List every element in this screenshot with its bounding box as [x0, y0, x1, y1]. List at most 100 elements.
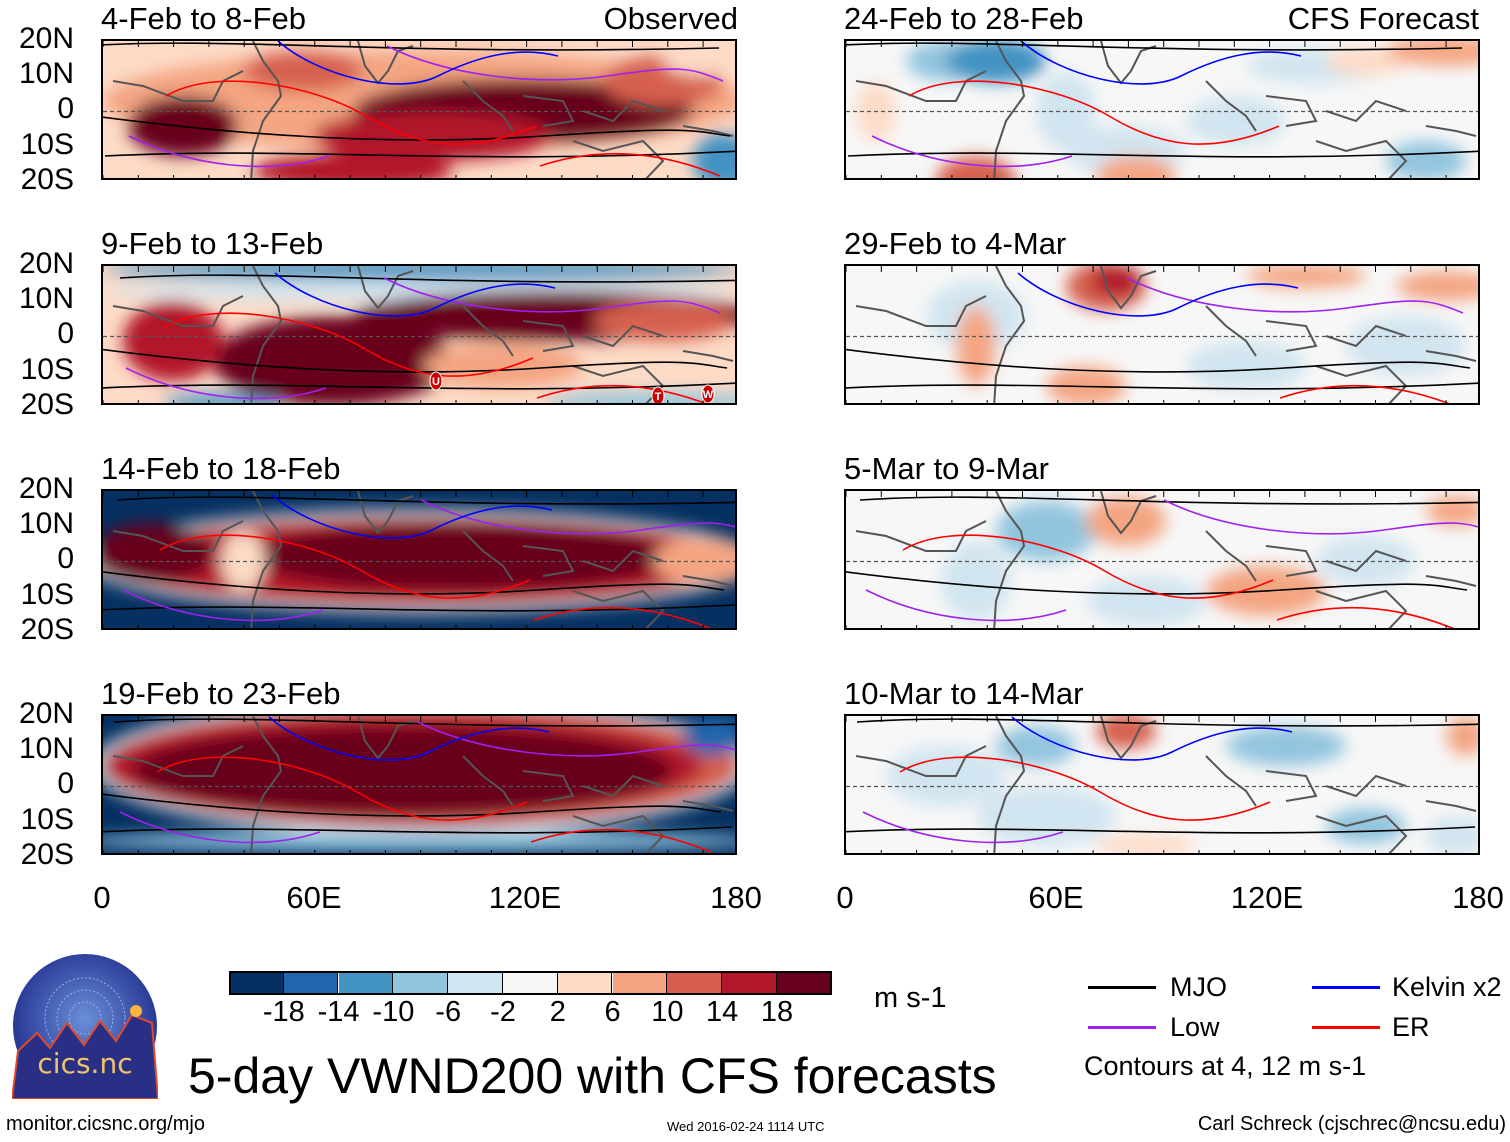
left-lat-tick-10s: 10S: [20, 352, 74, 386]
legend-er-label: ER: [1392, 1012, 1430, 1042]
left-lat-tick-20n: 20N: [18, 22, 74, 55]
wind-anomaly-shading: [423, 344, 583, 388]
contour-line: [271, 494, 553, 539]
wind-anomaly-shading: [133, 726, 673, 816]
wind-anomaly-shading: [213, 316, 453, 403]
contour-line: [274, 272, 556, 317]
cics-logo: cics.nc: [10, 953, 160, 1100]
contour-line: [1017, 272, 1299, 317]
wind-anomaly-shading: [946, 41, 1046, 83]
contour-line: [113, 718, 735, 727]
wind-anomaly-shading: [996, 726, 1076, 766]
left-lat-tick-20n: 20N: [18, 697, 74, 730]
contour-line: [156, 756, 528, 821]
contour-note: Contours at 4, 12 m s-1: [1084, 1051, 1367, 1081]
lon-tick-left-0: 0: [93, 880, 111, 915]
left-lat-tick-20s: 20S: [20, 837, 74, 871]
svg-text:T: T: [655, 391, 662, 403]
wind-anomaly-shading: [1326, 808, 1406, 844]
left-lat-tick-0: 0: [57, 767, 74, 801]
legend-mjo-line: [1088, 986, 1156, 989]
left-map-panel-2: [101, 489, 737, 630]
left-lat-tick-10s: 10S: [20, 127, 74, 161]
cyclone-marker-w: W: [701, 384, 715, 403]
footer-url[interactable]: monitor.cicsnc.org/mjo: [6, 1113, 205, 1135]
left-map-panel-1: U T W: [101, 264, 737, 405]
legend-er-line: [1312, 1026, 1380, 1029]
contour-line: [846, 382, 1478, 390]
lon-tick-left-120e: 120E: [488, 880, 562, 915]
wind-anomaly-shading: [1096, 834, 1196, 853]
logo-text: cics.nc: [37, 1047, 132, 1080]
contour-line: [1163, 499, 1478, 535]
svg-text:U: U: [432, 376, 440, 388]
colorbar-swatch: [448, 972, 503, 994]
right-map-panel-2: [844, 489, 1480, 630]
left-lat-tick-10n: 10N: [18, 57, 74, 91]
colorbar-label: -6: [435, 996, 462, 1028]
wind-anomaly-shading: [1086, 496, 1166, 546]
contour-line: [103, 348, 728, 373]
wind-anomaly-shading: [1386, 41, 1478, 66]
contour-line: [847, 150, 1478, 158]
colorbar-swatch: [722, 972, 777, 994]
contour-line: [125, 367, 327, 400]
contour-line: [103, 116, 731, 141]
contour-line: [420, 499, 735, 535]
contour-line: [539, 152, 721, 177]
colorbar-units: m s-1: [874, 982, 947, 1014]
wind-anomaly-shading: [253, 521, 673, 591]
contour-line: [103, 382, 735, 390]
left-lat-tick-20s: 20S: [20, 162, 74, 196]
observed-label: Observed: [603, 1, 738, 36]
contour-line: [104, 150, 735, 158]
cyclone-marker-u: U: [429, 371, 443, 391]
contour-line: [119, 811, 321, 844]
left-lat-tick-10s: 10S: [20, 802, 74, 836]
legend-low-label: Low: [1170, 1012, 1220, 1042]
cyclone-marker-t: T: [651, 386, 665, 403]
wind-anomaly-shading: [1086, 576, 1206, 626]
contour-line: [162, 312, 534, 377]
wind-anomaly-shading: [243, 51, 363, 91]
svg-text:W: W: [703, 389, 714, 401]
wind-anomaly-shading: [1326, 46, 1406, 76]
colorbar-swatch: [667, 972, 723, 994]
right-map-panel-1: [844, 264, 1480, 405]
wind-anomaly-shading: [1096, 156, 1176, 178]
wind-anomaly-shading: [1226, 726, 1346, 766]
colorbar-label: 10: [651, 996, 684, 1028]
contour-line: [103, 826, 733, 834]
contour-line: [386, 45, 724, 82]
lon-tick-right-120e: 120E: [1230, 880, 1304, 915]
lon-tick-right-0: 0: [836, 880, 854, 915]
wind-anomaly-shading: [1346, 316, 1466, 376]
colorbar-label: 6: [604, 996, 621, 1028]
contour-line: [159, 534, 531, 599]
contour-line: [103, 42, 720, 51]
wind-anomaly-shading: [313, 111, 553, 161]
right-panel-title-2: 5-Mar to 9-Mar: [844, 451, 1049, 486]
contour-line: [530, 828, 712, 853]
lon-tick-right-180: 180: [1452, 880, 1504, 915]
wind-anomaly-shading: [123, 301, 223, 381]
wind-anomaly-shading: [1396, 271, 1478, 301]
left-lat-tick-10n: 10N: [18, 732, 74, 766]
wind-anomaly-shading: [1096, 716, 1156, 749]
contour-line: [1011, 716, 1293, 761]
contour-line: [103, 571, 725, 595]
contour-line: [103, 604, 735, 612]
contour-line: [165, 80, 537, 145]
wind-anomaly-shading: [1186, 341, 1306, 391]
wind-anomaly-shading: [103, 266, 735, 280]
contour-line: [902, 534, 1274, 599]
contour-line: [119, 274, 735, 283]
wind-anomaly-shading: [1446, 716, 1478, 756]
left-lat-tick-0: 0: [57, 92, 74, 126]
colorbar-label: 18: [760, 996, 794, 1028]
wind-anomaly-shading: [996, 501, 1096, 561]
colorbar-label: -10: [372, 996, 415, 1028]
contour-line: [116, 496, 735, 505]
legend-mjo-label: MJO: [1170, 972, 1227, 1002]
colorbar-frame: [229, 971, 832, 995]
